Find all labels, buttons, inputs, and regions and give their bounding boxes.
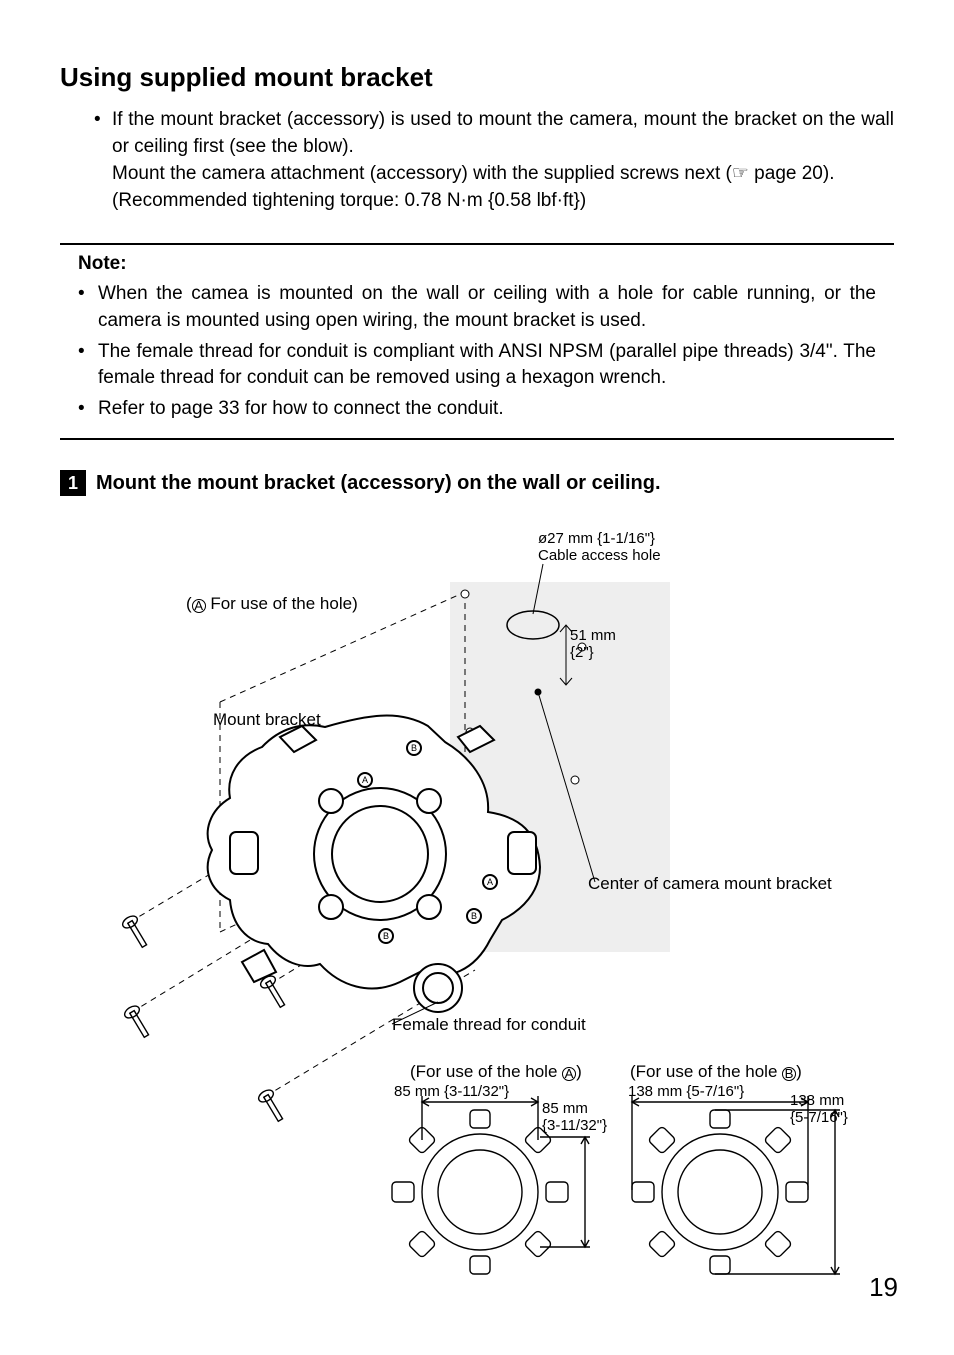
intro-line-1: If the mount bracket (accessory) is used… (112, 109, 894, 157)
page-number: 19 (869, 1272, 898, 1303)
label-mount-bracket: Mount bracket (213, 710, 321, 730)
svg-text:B: B (471, 911, 477, 921)
note-item-3: Refer to page 33 for how to connect the … (98, 396, 876, 423)
bullet-dot: • (78, 339, 98, 392)
label-85mm-top: 85 mm {3-11/32"} (394, 1083, 509, 1100)
label-138mm-top: 138 mm {5-7/16"} (628, 1083, 744, 1100)
note-block: Note: •When the camea is mounted on the … (60, 243, 894, 441)
screws (121, 914, 290, 1125)
label-138mm-side: 138 mm{5-7/16"} (790, 1092, 848, 1126)
svg-text:A: A (362, 775, 368, 785)
label-hole-a: (A For use of the hole) (186, 594, 358, 614)
label-female-thread: Female thread for conduit (392, 1015, 586, 1035)
page-title: Using supplied mount bracket (60, 62, 894, 93)
svg-text:B: B (383, 931, 389, 941)
bullet-dot: • (94, 107, 112, 215)
label-center: Center of camera mount bracket (588, 874, 832, 894)
note-item-1: When the camea is mounted on the wall or… (98, 281, 876, 334)
label-cable-hole: ø27 mm {1-1/16"}Cable access hole (538, 530, 661, 564)
bullet-dot: • (78, 396, 98, 423)
label-for-hole-a: (For use of the hole A) (410, 1062, 582, 1082)
label-for-hole-b: (For use of the hole B) (630, 1062, 802, 1082)
label-51mm: 51 mm{2"} (570, 627, 616, 661)
intro-block: • If the mount bracket (accessory) is us… (60, 107, 894, 215)
intro-line-3: (Recommended tightening torque: 0.78 N·m… (112, 190, 586, 211)
step-title: Mount the mount bracket (accessory) on t… (96, 472, 661, 495)
bullet-dot: • (78, 281, 98, 334)
step-row: 1 Mount the mount bracket (accessory) on… (60, 470, 894, 496)
step-number-badge: 1 (60, 470, 86, 496)
note-title: Note: (78, 251, 876, 278)
label-85mm-side: 85 mm{3-11/32"} (542, 1100, 607, 1134)
diagram-svg: A B A B B (70, 532, 890, 1312)
svg-text:B: B (411, 743, 417, 753)
intro-line-2: Mount the camera attachment (accessory) … (112, 163, 834, 184)
note-item-2: The female thread for conduit is complia… (98, 339, 876, 392)
svg-text:A: A (487, 877, 493, 887)
figure-area: A B A B B (70, 532, 890, 1312)
